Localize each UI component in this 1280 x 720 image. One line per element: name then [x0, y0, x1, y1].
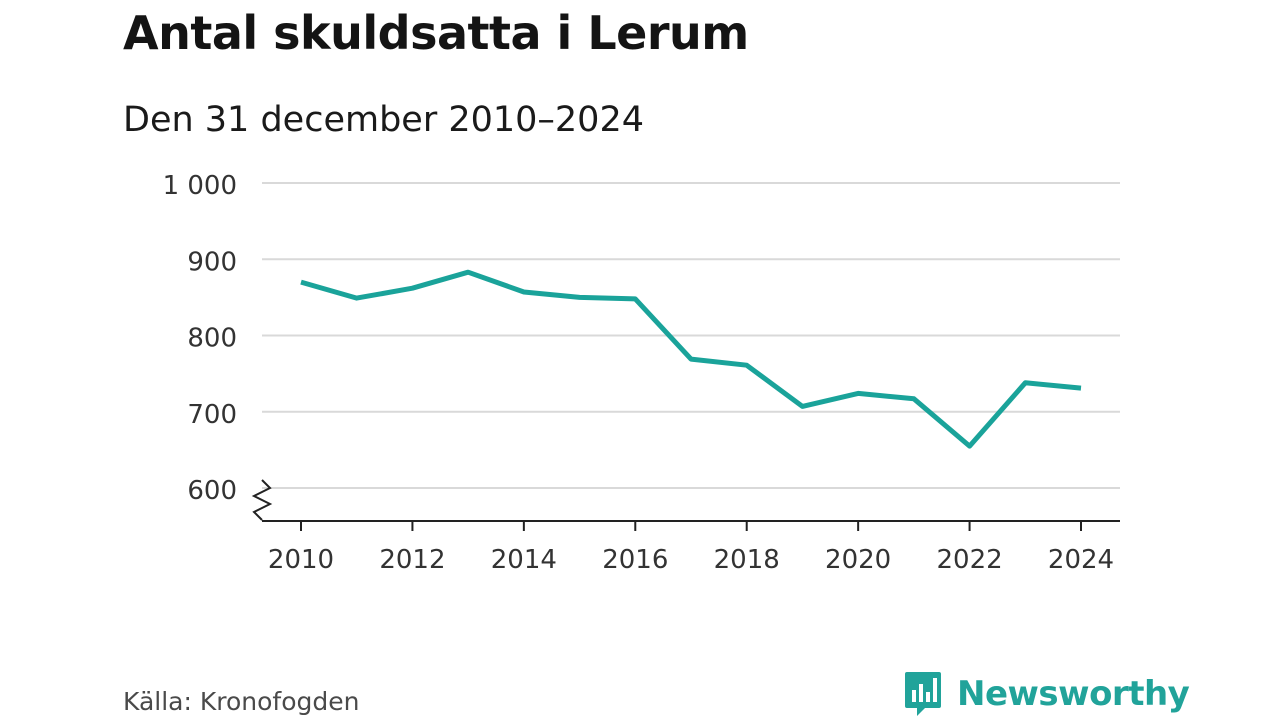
x-tick-label: 2012 [379, 545, 445, 575]
y-tick-label: 900 [187, 247, 237, 277]
x-tick-label: 2014 [491, 545, 557, 575]
y-tick-label: 1 000 [163, 171, 237, 201]
y-axis-break [251, 479, 273, 521]
brand-name: Newsworthy [957, 674, 1190, 714]
x-tick-label: 2024 [1048, 545, 1114, 575]
y-tick-label: 800 [187, 324, 237, 354]
x-tick-label: 2020 [825, 545, 891, 575]
chart-subtitle: Den 31 december 2010–2024 [123, 100, 644, 140]
newsworthy-logo-icon [905, 672, 941, 716]
chart-title: Antal skuldsatta i Lerum [123, 6, 749, 60]
x-tick-label: 2010 [268, 545, 334, 575]
brand-logo: Newsworthy [903, 670, 1190, 718]
y-tick-label: 600 [187, 476, 237, 506]
series-line [300, 269, 1082, 449]
y-tick-label: 700 [187, 400, 237, 430]
x-tick-label: 2018 [714, 545, 780, 575]
x-tick-label: 2016 [602, 545, 668, 575]
x-tick-label: 2022 [936, 545, 1002, 575]
source-note: Källa: Kronofogden [123, 687, 360, 716]
